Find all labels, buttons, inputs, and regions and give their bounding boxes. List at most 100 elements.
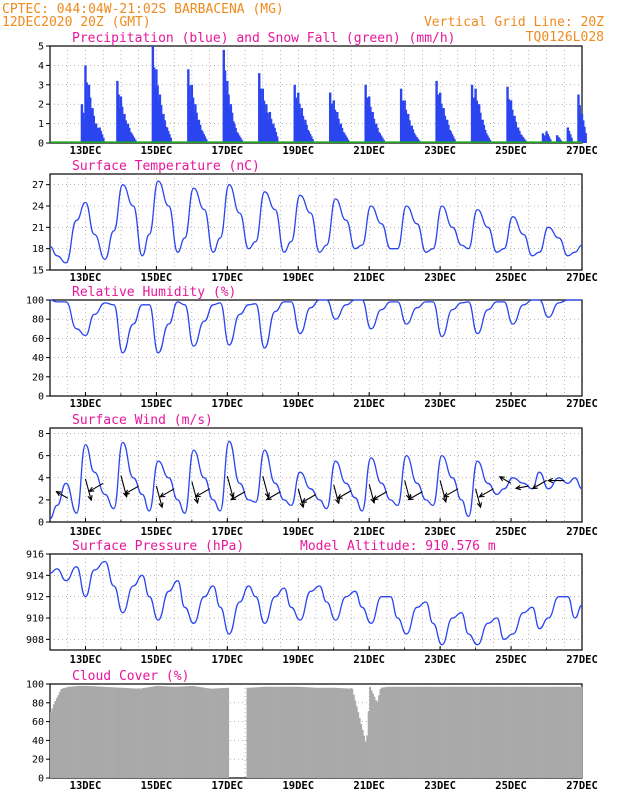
cloud-bar	[95, 686, 98, 778]
precip-bar	[92, 115, 96, 143]
cloud-bar	[92, 686, 95, 778]
wind-arrowhead	[193, 497, 200, 505]
wind-vector	[515, 485, 529, 489]
cloud-bar	[166, 686, 169, 778]
cloud-bar	[51, 708, 54, 778]
wind-vector	[160, 488, 175, 498]
cloud-bar	[446, 686, 448, 778]
cloud-bar	[373, 696, 376, 778]
precip-bar	[346, 139, 350, 143]
precip-bar	[549, 139, 552, 143]
cloud-bar	[475, 686, 478, 778]
precip-bar	[506, 86, 509, 143]
precip-bar	[408, 120, 411, 143]
wind-arrowhead	[265, 495, 272, 501]
cloud-bar	[283, 686, 286, 778]
cloud-bar	[120, 687, 123, 778]
cloud-bar	[63, 687, 66, 778]
wind-arrowhead	[334, 498, 341, 505]
cloud-bar	[525, 686, 528, 778]
precip-bar	[227, 94, 230, 143]
cloud-bar	[474, 686, 476, 778]
x-tick-label: 23DEC	[424, 145, 456, 157]
cloud-bar	[321, 687, 324, 778]
cloud-bar	[318, 687, 321, 778]
cloud-bar	[401, 686, 404, 778]
precip-bar	[102, 137, 105, 143]
precip-bar	[336, 111, 339, 143]
cloud-bar	[91, 686, 94, 778]
cloud-bar	[528, 686, 531, 778]
cloud-bar	[174, 686, 176, 778]
cloud-bar	[537, 686, 540, 778]
cloud-bar	[256, 687, 259, 778]
precip-bar	[265, 104, 268, 143]
cloud-bar	[292, 686, 295, 778]
precip-bar	[222, 49, 225, 143]
x-tick-label: 15DEC	[141, 780, 173, 792]
precip-bar	[410, 125, 413, 143]
wind-vector	[266, 491, 281, 501]
x-tick-label: 13DEC	[70, 398, 102, 410]
precip-bar	[159, 105, 163, 143]
precip-bar	[130, 133, 133, 143]
precip-bar	[262, 100, 266, 143]
cloud-bar	[348, 688, 351, 778]
precip-bar	[197, 119, 201, 143]
wind-vector	[89, 482, 104, 492]
wind-arrowhead	[87, 495, 93, 502]
precip-bar	[447, 124, 450, 143]
precip-bar	[415, 136, 418, 143]
cloud-bar	[459, 686, 462, 778]
x-tick-label: 17DEC	[212, 145, 244, 157]
wind-arrowhead	[407, 495, 414, 501]
cloud-bar	[262, 686, 265, 778]
cloud-bar	[508, 686, 510, 778]
precip-bar	[152, 67, 156, 143]
y-tick-label: 40	[32, 736, 44, 747]
cloud-bar	[252, 687, 255, 778]
cloud-bar	[576, 686, 578, 778]
y-tick-label: 18	[32, 244, 44, 255]
x-tick-label: 19DEC	[282, 780, 314, 792]
precip-bar	[407, 113, 410, 143]
cloud-bar	[135, 688, 138, 778]
cloud-bar	[409, 686, 411, 778]
cloud-bar	[339, 688, 342, 778]
precip-bar	[411, 129, 415, 143]
precip-bar	[522, 138, 526, 143]
cloud-bar	[134, 688, 137, 778]
y-tick-label: 21	[32, 223, 44, 234]
cloud-bar	[573, 686, 575, 778]
cloud-bar	[553, 686, 556, 778]
panel-3: Relative Humidity (%) 0 20 40 60 80 100 13DEC 15…	[26, 285, 598, 410]
wind-arrowhead	[123, 489, 130, 495]
cloud-bar	[543, 686, 546, 778]
cloud-bar	[271, 686, 274, 778]
cloud-bar	[394, 686, 397, 778]
cloud-bar	[97, 686, 100, 778]
precip-bar	[98, 127, 101, 143]
cloud-bar	[156, 685, 159, 778]
precip-bar	[117, 94, 120, 143]
cloud-bar	[531, 686, 534, 778]
cloud-bar	[104, 686, 107, 778]
cloud-bar	[249, 687, 252, 778]
panel-4: Surface Wind (m/s) 0 2 4 6 8 13DEC 15DEC 17DEC 19…	[38, 413, 598, 538]
wind-vector	[124, 485, 139, 495]
precip-bar	[452, 136, 455, 143]
cloud-bar	[512, 686, 515, 778]
cloud-bar	[514, 686, 516, 778]
precip-bar	[507, 99, 510, 143]
precip-bar	[305, 124, 308, 143]
panel-6: Cloud Cover (%) 0 20 40 60 80 100 13DEC 15DEC 17D…	[26, 669, 598, 792]
cloud-bar	[478, 686, 481, 778]
x-tick-label: 13DEC	[70, 780, 102, 792]
cloud-bar	[151, 686, 154, 778]
precip-bar	[450, 133, 454, 143]
wind-vector	[84, 478, 92, 501]
cloud-bar	[268, 686, 271, 778]
wind-vector	[155, 485, 163, 508]
cloud-bar	[361, 729, 364, 778]
